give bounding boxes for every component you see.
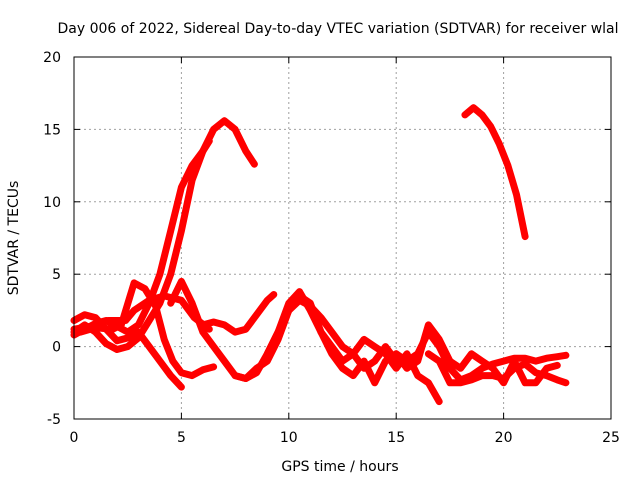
y-tick-label: 10 [43, 195, 61, 211]
x-tick-label: 0 [70, 430, 79, 446]
y-axis-label: SDTVAR / TECUs [6, 181, 22, 296]
series-arc-7 [199, 291, 278, 336]
data-series [70, 104, 570, 406]
x-tick-label: 15 [387, 430, 405, 446]
x-tick-label: 10 [280, 430, 298, 446]
series-arc-1 [70, 311, 185, 391]
x-tick-label: 25 [602, 430, 620, 446]
y-tick-label: 20 [43, 50, 61, 66]
series-arc-13 [461, 104, 529, 241]
series-arc-9 [263, 296, 443, 406]
y-tick-label: 0 [52, 340, 61, 356]
series-arc-2 [70, 117, 258, 353]
x-tick-label: 5 [177, 430, 186, 446]
series-arc-12 [446, 350, 561, 387]
series-arc-5 [76, 279, 218, 380]
y-tick-label: 15 [43, 122, 61, 138]
y-tick-label: 5 [52, 267, 61, 283]
x-tick-label: 20 [495, 430, 513, 446]
chart-title: Day 006 of 2022, Sidereal Day-to-day VTE… [57, 21, 618, 37]
series-arc-10 [392, 328, 570, 384]
y-tick-label: -5 [47, 412, 61, 428]
axis-ticks: 0 5 10 15 20 25 -5 0 5 10 15 20 [43, 50, 620, 446]
plot-frame [73, 56, 612, 420]
series-arc-4 [70, 292, 213, 333]
x-axis-label: GPS time / hours [281, 459, 398, 475]
